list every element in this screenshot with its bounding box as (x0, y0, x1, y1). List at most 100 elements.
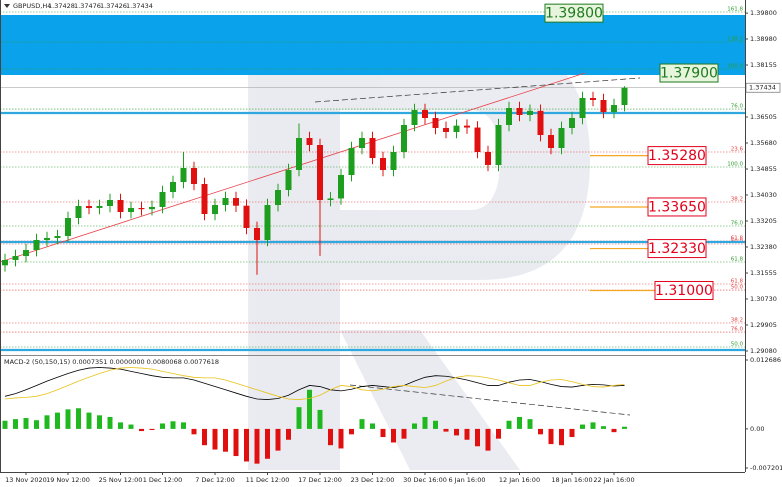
histogram-bar (506, 420, 512, 429)
histogram-bar (538, 428, 543, 435)
fib-label: 138.2 (727, 37, 743, 43)
candle-body (348, 148, 355, 176)
histogram-bar (359, 419, 365, 429)
x-tick-label: 17 Dec 12:00 (298, 476, 342, 484)
candle-body (306, 138, 313, 146)
histogram-bar (475, 428, 480, 447)
histogram-bar (349, 428, 354, 435)
y-tick-label: 1.35680 (750, 139, 777, 147)
y-tick-label: 1.36505 (750, 113, 777, 121)
x-tick-label: 23 Dec 12:00 (351, 476, 395, 484)
menu-arrow[interactable] (4, 4, 10, 8)
fib-label: 61.8 (731, 278, 744, 284)
watermark-stem (248, 40, 340, 470)
histogram-bar (401, 428, 407, 439)
histogram-bar (443, 428, 449, 432)
candle-body (527, 110, 533, 116)
candle-body (201, 183, 208, 214)
histogram-bar (622, 426, 627, 429)
candle-body (548, 135, 554, 149)
level-box (647, 239, 707, 259)
histogram-bar (202, 428, 207, 446)
x-tick-label: 18 Jan 16:00 (551, 476, 592, 484)
candle-body (243, 205, 250, 228)
y-tick-label: 1.29080 (750, 347, 777, 355)
histogram-bar (170, 421, 176, 429)
level-box (659, 63, 719, 83)
candle-body (138, 208, 145, 210)
histogram-bar (391, 428, 396, 443)
candle-body (411, 109, 418, 125)
y-tick-label: 1.30730 (750, 295, 777, 303)
macd-line (4, 367, 625, 400)
watermark (248, 40, 590, 470)
x-tick-label: 12 Jan 16:00 (499, 476, 540, 484)
candle-body (117, 200, 124, 213)
level-box (647, 146, 707, 166)
histogram-bar (317, 409, 323, 429)
level-box (654, 280, 714, 300)
histogram-bar (527, 419, 533, 429)
candle-body (149, 206, 155, 210)
candle-body (464, 125, 470, 128)
candle-body (485, 152, 491, 165)
histogram-bar (2, 420, 8, 429)
histogram-bar (464, 428, 470, 440)
y-tick-label: 1.32380 (750, 243, 777, 251)
histogram-bar (380, 428, 386, 438)
level-label: 1.37900 (660, 66, 718, 82)
candle-body (422, 109, 428, 118)
histogram-bar (223, 428, 228, 452)
histogram-bar (412, 423, 417, 429)
fib-label: 100.0 (727, 162, 743, 168)
candle-body (128, 208, 134, 213)
fib-label: 38.2 (731, 318, 743, 324)
histogram-bar (139, 428, 144, 432)
histogram-bar (496, 428, 501, 439)
histogram-bar (55, 412, 60, 429)
histogram-bar (485, 428, 491, 451)
candle-body (191, 168, 197, 184)
candle-body (233, 198, 239, 206)
histogram-bar (590, 422, 596, 429)
histogram-bar (569, 428, 575, 438)
candle-body (537, 110, 544, 136)
histogram-bar (34, 420, 39, 429)
x-tick-label: 6 Jan 16:00 (448, 476, 485, 484)
resistance-zone (0, 15, 745, 76)
candle-body (474, 127, 481, 153)
fib-label: 100.0 (727, 63, 743, 69)
fib-label: 76.0 (731, 327, 744, 333)
fib-label: 23.6 (731, 147, 744, 153)
macd-line (4, 367, 625, 400)
last-price-tag (745, 82, 781, 93)
candle-body (600, 100, 607, 113)
candle-body (432, 117, 439, 128)
histogram-bar (233, 428, 239, 457)
candle-body (54, 235, 61, 239)
histogram-bar (254, 428, 260, 464)
candle-body (296, 138, 302, 170)
candle-body (369, 138, 376, 158)
candle-body (212, 205, 218, 214)
candle-body (65, 217, 71, 236)
x-tick-label: 19 Nov 12:00 (46, 476, 90, 484)
histogram-bar (286, 428, 291, 440)
y-tick-label: 1.34030 (750, 191, 777, 199)
histogram-bar (23, 418, 29, 429)
candle-body (495, 124, 502, 165)
candle-body (264, 205, 271, 240)
candle-body (2, 260, 8, 266)
candle-body (170, 182, 176, 192)
y-tick-label: 0.012686 (750, 356, 781, 364)
level-label: 1.33650 (648, 199, 706, 215)
candle-body (516, 108, 523, 116)
level-box (647, 197, 707, 217)
histogram-bar (517, 416, 522, 429)
fib-label: 50.0 (731, 285, 744, 291)
y-tick-label: 1.33205 (750, 217, 777, 225)
histogram-bar (76, 408, 81, 429)
level-label: 1.32330 (648, 241, 706, 257)
